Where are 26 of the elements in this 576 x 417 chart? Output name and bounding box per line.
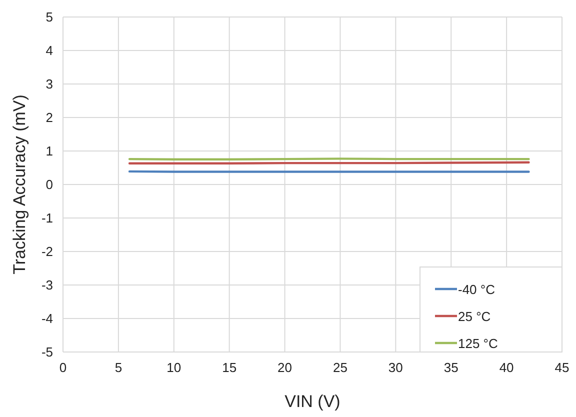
x-tick-label: 20 bbox=[278, 360, 292, 375]
y-tick-label: 4 bbox=[46, 43, 53, 58]
y-tick-label: -3 bbox=[41, 278, 53, 292]
legend-label: 25 °C bbox=[458, 309, 491, 324]
y-tick-label: 2 bbox=[46, 110, 53, 125]
y-tick-label: 5 bbox=[46, 10, 53, 24]
x-axis-title: VIN (V) bbox=[284, 392, 340, 411]
x-tick-label: 30 bbox=[388, 360, 403, 375]
y-axis-title: Tracking Accuracy (mV) bbox=[10, 94, 29, 274]
x-tick-label: 40 bbox=[499, 360, 514, 375]
y-tick-label: -1 bbox=[41, 210, 53, 226]
legend-label: 125 °C bbox=[458, 336, 498, 351]
x-tick-label: 45 bbox=[554, 360, 570, 375]
x-tick-label: 15 bbox=[222, 360, 237, 375]
x-tick-label: 25 bbox=[332, 360, 348, 375]
y-tick-label: 3 bbox=[46, 76, 53, 92]
x-tick-label: 0 bbox=[59, 360, 67, 375]
y-tick-label: -4 bbox=[41, 311, 53, 326]
y-tick-label: 0 bbox=[46, 177, 53, 192]
y-tick-label: -5 bbox=[41, 344, 53, 360]
x-tick-label: 5 bbox=[114, 360, 122, 375]
y-tick-label: -2 bbox=[41, 244, 53, 259]
y-tick-label: 1 bbox=[46, 144, 53, 158]
legend-label: -40 °C bbox=[458, 282, 495, 297]
x-tick-label: 35 bbox=[444, 360, 458, 375]
x-tick-label: 10 bbox=[166, 360, 182, 375]
